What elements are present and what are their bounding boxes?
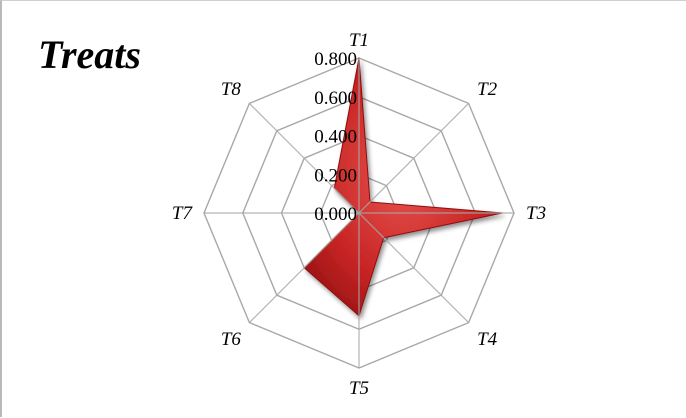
radar-tick-labels: 0.000 0.200 0.400 0.600 0.800 <box>314 49 357 225</box>
axis-label-t6: T6 <box>221 329 242 350</box>
tick-label: 0.400 <box>314 127 357 148</box>
tick-label: 0.000 <box>314 204 357 225</box>
tick-label: 0.200 <box>314 165 357 186</box>
axis-label-t1: T1 <box>349 30 369 51</box>
axis-label-t3: T3 <box>526 203 546 224</box>
radar-spokes <box>204 58 514 368</box>
tick-label: 0.600 <box>314 88 357 109</box>
spoke-t2 <box>358 102 470 214</box>
axis-label-t4: T4 <box>477 329 498 350</box>
axis-label-t8: T8 <box>221 79 242 100</box>
spoke-t8 <box>248 102 360 214</box>
spoke-t4 <box>358 212 470 324</box>
axis-label-t2: T2 <box>477 79 498 100</box>
chart-title: Treats <box>38 32 141 77</box>
spoke-t6 <box>248 212 360 324</box>
axis-label-t5: T5 <box>349 378 369 399</box>
radar-axis-labels: T1 T2 T3 T4 T5 T6 T7 T8 <box>172 30 546 399</box>
axis-label-t7: T7 <box>172 203 194 224</box>
tick-label: 0.800 <box>314 49 357 70</box>
